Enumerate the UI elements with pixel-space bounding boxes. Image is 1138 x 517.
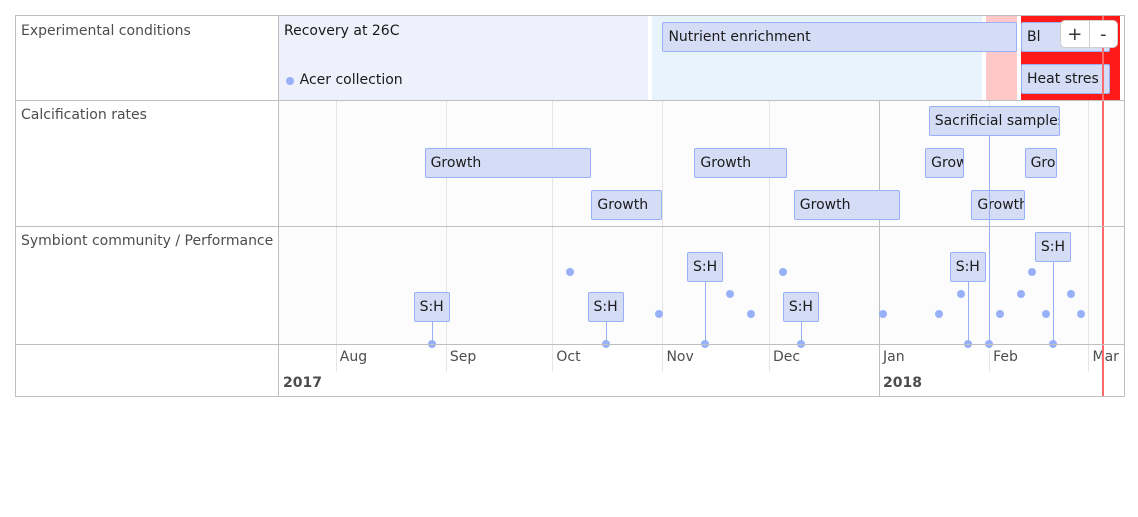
axis-year-label: 2017 xyxy=(283,375,322,391)
growth-3[interactable]: Growth xyxy=(694,148,787,178)
growth-1[interactable]: Growth xyxy=(424,148,592,178)
performance-point[interactable] xyxy=(1041,310,1050,318)
sh-sample-4-stem xyxy=(800,322,802,344)
zoom-in-button[interactable]: + xyxy=(1067,23,1083,45)
grid-line xyxy=(768,100,770,372)
sh-sample-4[interactable]: S:H xyxy=(782,292,819,322)
growth-4[interactable]: Growth xyxy=(793,190,901,220)
lane-background xyxy=(279,100,1124,344)
axis-month-label: Sep xyxy=(449,349,477,365)
performance-point[interactable] xyxy=(779,268,788,276)
grid-line xyxy=(335,100,337,372)
axis-year-label: 2018 xyxy=(883,375,922,391)
sh-sample-6[interactable]: S:H xyxy=(1034,232,1071,262)
sh-sample-2[interactable]: S:H xyxy=(587,292,624,322)
performance-point[interactable] xyxy=(1077,310,1086,318)
sh-sample-1-stem xyxy=(431,322,433,344)
axis-month-label: Feb xyxy=(993,349,1018,365)
group-label-experimental-conditions: Experimental conditions xyxy=(21,23,191,39)
performance-point[interactable] xyxy=(1066,290,1075,298)
sh-sample-5-stem xyxy=(967,282,969,344)
zoom-out-button[interactable]: - xyxy=(1088,21,1118,47)
timeline-canvas[interactable]: Recovery at 26C Acer collection Nutrient e… xyxy=(279,16,1124,396)
axis-divider xyxy=(16,344,1124,345)
group-divider xyxy=(16,226,1124,227)
nutrient-enrichment[interactable]: Nutrient enrichment xyxy=(662,22,1018,52)
group-divider xyxy=(16,100,1124,101)
performance-point[interactable] xyxy=(956,290,965,298)
performance-point[interactable] xyxy=(566,268,575,276)
axis-month-label: Mar xyxy=(1092,349,1119,365)
performance-point[interactable] xyxy=(654,310,663,318)
year-divider xyxy=(879,344,881,396)
axis-month-label: Nov xyxy=(666,349,694,365)
growth-2[interactable]: Growth xyxy=(591,190,663,220)
axis-month-label: Oct xyxy=(556,349,581,365)
performance-point[interactable] xyxy=(935,310,944,318)
performance-point[interactable] xyxy=(725,290,734,298)
background-recovery-period xyxy=(279,16,649,100)
performance-point[interactable] xyxy=(878,310,887,318)
sh-sample-3-stem xyxy=(705,282,707,344)
zoom-controls: + - xyxy=(1060,20,1118,48)
group-label-calcification-rates: Calcification rates xyxy=(21,107,147,123)
group-labels-panel: Experimental conditions Calcification ra… xyxy=(16,16,279,396)
axis-month-label: Jan xyxy=(883,349,905,365)
sh-sample-2-stem xyxy=(605,322,607,344)
heat-stress[interactable]: Heat stres xyxy=(1021,64,1110,94)
axis-month-label: Aug xyxy=(339,349,368,365)
grid-line xyxy=(445,100,447,372)
growth-6[interactable]: Growth xyxy=(971,190,1025,220)
current-time-marker xyxy=(1101,16,1104,396)
performance-point[interactable] xyxy=(747,310,756,318)
grid-line xyxy=(662,100,664,372)
sh-sample-3[interactable]: S:H xyxy=(687,252,724,282)
growth-7[interactable]: Gro xyxy=(1024,148,1057,178)
grid-line xyxy=(552,100,554,372)
grid-line xyxy=(879,100,881,396)
sacrificial-connector xyxy=(989,136,991,344)
axis-month-label: Dec xyxy=(772,349,801,365)
sh-sample-6-stem xyxy=(1052,262,1054,344)
growth-5[interactable]: Grow xyxy=(925,148,965,178)
sh-sample-1[interactable]: S:H xyxy=(413,292,450,322)
sacrificial-samples[interactable]: Sacrificial samples xyxy=(928,106,1061,136)
acer-collection-marker[interactable] xyxy=(285,77,294,85)
performance-point[interactable] xyxy=(995,310,1004,318)
performance-point[interactable] xyxy=(1027,268,1036,276)
timeline[interactable]: Experimental conditions Calcification ra… xyxy=(15,15,1125,397)
sh-sample-5[interactable]: S:H xyxy=(949,252,986,282)
group-label-symbiont-community: Symbiont community / Performance xyxy=(21,233,274,249)
grid-line xyxy=(1088,100,1090,372)
background-label-recovery-period: Recovery at 26C xyxy=(284,23,400,39)
performance-point[interactable] xyxy=(1017,290,1026,298)
acer-collection-label: Acer collection xyxy=(299,72,403,88)
